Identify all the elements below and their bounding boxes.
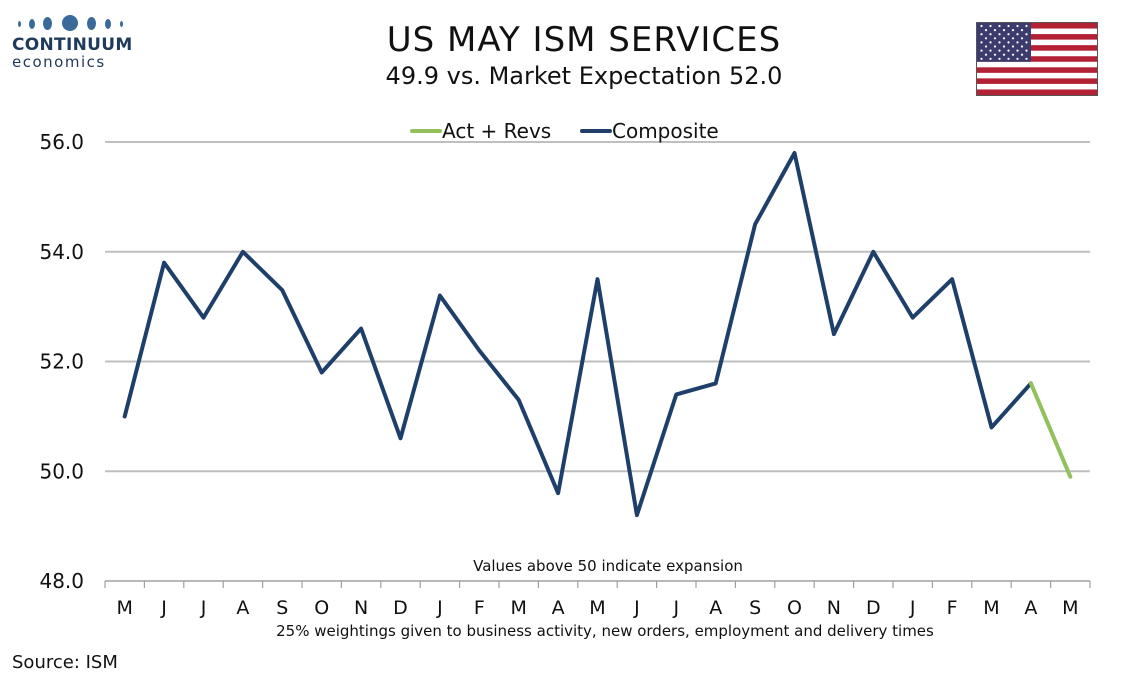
y-tick-label: 52.0	[39, 350, 84, 374]
annotation-weightings: 25% weightings given to business activit…	[276, 622, 934, 640]
x-tick-label: M	[116, 597, 132, 619]
x-tick-label: N	[354, 597, 368, 619]
y-tick-label: 50.0	[39, 459, 84, 483]
x-tick-label: N	[827, 597, 841, 619]
x-tick-label: J	[436, 597, 443, 619]
brand-tagline: economics	[12, 53, 106, 71]
legend-label-act-revs: Act + Revs	[442, 119, 551, 143]
x-tick-label: M	[589, 597, 605, 619]
series-lines	[122, 151, 1073, 518]
x-tick-label: S	[276, 597, 288, 619]
x-tick-label: J	[160, 597, 167, 619]
x-tick-label: F	[947, 597, 958, 619]
x-tick-label: J	[200, 597, 207, 619]
chart-subtitle: 49.9 vs. Market Expectation 52.0	[385, 62, 783, 90]
series-line-composite	[122, 151, 1033, 518]
x-tick-label: O	[314, 597, 329, 619]
x-tick-label: S	[749, 597, 761, 619]
x-tick-label: O	[787, 597, 802, 619]
x-tick-label: A	[552, 597, 565, 619]
series-line-act-revs	[1028, 381, 1073, 479]
us-flag-icon	[976, 22, 1098, 96]
x-tick-label: J	[909, 597, 916, 619]
x-tick-label: A	[236, 597, 249, 619]
x-tick-label: A	[1024, 597, 1037, 619]
x-tick-label: M	[983, 597, 999, 619]
annotation-expansion: Values above 50 indicate expansion	[473, 557, 743, 575]
legend: Act + Revs Composite	[410, 119, 719, 143]
gridlines	[105, 141, 1090, 473]
x-tick-label: A	[709, 597, 722, 619]
legend-label-composite: Composite	[612, 119, 719, 143]
line-chart: 48.0 50.0 52.0 54.0 56.0 M J J A S O N D J F M A M J J A S O N…	[39, 119, 1091, 640]
source-note: Source: ISM	[12, 652, 118, 673]
y-tick-label: 56.0	[39, 130, 84, 154]
x-tick-label: D	[393, 597, 408, 619]
x-tick-label: M	[510, 597, 526, 619]
y-tick-label: 48.0	[39, 569, 84, 593]
logo-dots-icon	[12, 14, 142, 34]
x-tick-label: J	[633, 597, 640, 619]
y-tick-label: 54.0	[39, 240, 84, 264]
x-tick-label: F	[474, 597, 485, 619]
x-tick-label: D	[866, 597, 881, 619]
y-axis-tick-labels: 48.0 50.0 52.0 54.0 56.0	[39, 130, 84, 593]
chart-title: US MAY ISM SERVICES	[386, 20, 782, 60]
brand-logo: CONTINUUM economics	[12, 14, 142, 71]
x-tick-label: J	[672, 597, 679, 619]
x-tick-label: M	[1062, 597, 1078, 619]
brand-name: CONTINUUM	[12, 35, 133, 55]
x-axis-ticks	[104, 581, 1091, 588]
